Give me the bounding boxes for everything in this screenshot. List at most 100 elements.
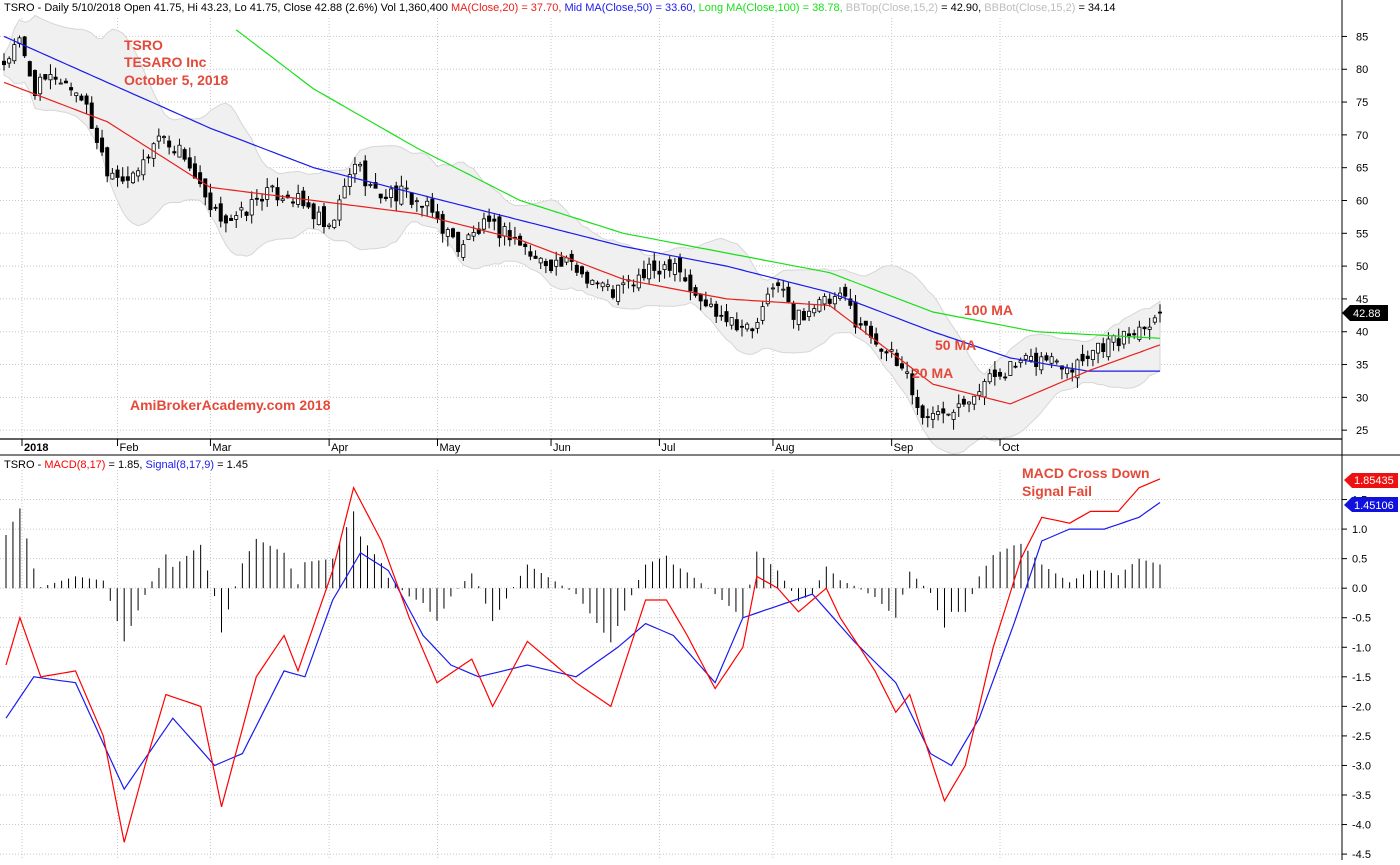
price-y-tick-label: 85 [1356,31,1368,43]
candle-body [383,196,388,199]
candle-body [260,198,265,202]
candle-body [1028,355,1033,361]
candle-body [492,218,497,222]
candle-body [569,253,574,262]
candle-body [992,369,997,377]
candle-body [425,200,430,207]
candle-body [389,188,394,198]
candle-body [724,311,729,323]
candle-body [1054,360,1059,363]
ma20-line [3,81,1161,405]
candle-body [306,202,311,208]
candle-body [502,226,507,237]
candle-body [585,271,590,284]
candle-body [466,234,471,240]
candle-body [146,156,151,159]
candle-body [1023,355,1028,360]
candle-body [156,135,161,142]
candle-body [791,303,796,320]
candle-body [1070,369,1075,373]
candle-body [79,95,84,101]
candle-body [1121,330,1126,345]
candle-body [647,263,652,280]
candle-body [755,322,760,329]
price-y-tick-label: 50 [1356,261,1368,273]
candle-body [812,308,817,314]
candle-body [136,170,141,177]
candle-body [719,314,724,317]
candle-body [889,349,894,352]
candle-body [672,263,677,275]
candle-body [172,151,177,154]
price-y-tick-label: 30 [1356,392,1368,404]
candle-body [678,257,683,273]
candle-body [734,319,739,331]
candle-body [554,259,559,267]
candle-body [595,282,600,285]
month-label: Apr [331,442,348,454]
macd-histogram [5,508,1161,643]
month-label: Oct [1002,442,1019,454]
candle-body [580,266,585,275]
macd-line [5,478,1161,843]
price-y-tick-label: 25 [1356,425,1368,437]
candle-body [337,199,342,221]
candle-body [693,287,698,296]
candle-body [218,203,223,222]
price-y-tick-label: 45 [1356,294,1368,306]
candle-body [105,147,110,177]
candle-body [863,320,868,326]
candle-body [1080,353,1085,362]
candle-body [801,311,806,321]
candle-body [342,185,347,199]
candle-body [2,60,7,66]
candle-body [404,187,409,190]
candlesticks [2,35,1163,430]
signal-line [5,502,1161,791]
price-y-tick-label: 80 [1356,64,1368,76]
candle-body [1132,333,1137,336]
candle-body [1106,338,1111,358]
candle-body [198,172,203,185]
candle-body [131,172,136,184]
candle-body [1137,326,1142,340]
macd-y-axis: -4.5 -4.0 -3.5 -3.0 -2.5 -2.0 -1.5 -1.0 -0.5 0.0… [1342,495,1371,861]
candle-body [683,277,688,282]
candle-body [972,395,977,405]
candle-body [709,303,714,307]
candle-body [275,187,280,201]
candle-body [203,178,208,198]
candle-body [822,296,827,305]
candle-body [327,224,332,227]
ma100-annotation: 100 MA [964,302,1013,318]
ma100-line [235,29,1161,339]
candle-body [94,127,99,143]
macd-y-tick-label: -4.5 [1352,849,1371,860]
candle-body [420,205,425,208]
month-axis: 2018 Feb Mar Apr May Jun Jul Aug Sep Oct [21,439,1019,454]
candle-body [177,144,182,158]
macd-tag-label: 1.85435 [1354,475,1394,487]
candle-body [848,298,853,306]
month-label: Aug [775,442,795,454]
price-y-tick-label: 75 [1356,97,1368,109]
candle-body [832,296,837,305]
candle-body [543,260,548,267]
macd-y-tick-label: 0.0 [1352,583,1367,595]
candle-body [590,279,595,285]
candle-body [368,184,373,186]
candle-body [120,176,125,182]
month-label: Jun [553,442,571,454]
month-label: 2018 [24,442,48,454]
candle-body [63,80,68,84]
candle-body [631,284,636,287]
candle-body [1013,365,1018,368]
candle-body [311,203,316,220]
candle-body [796,309,801,325]
candle-body [961,398,966,405]
candle-body [399,185,404,205]
macd-y-tick-label: -2.0 [1352,701,1371,713]
candle-body [430,198,435,213]
candle-body [1111,335,1116,343]
price-tag-label: 42.88 [1353,308,1381,320]
